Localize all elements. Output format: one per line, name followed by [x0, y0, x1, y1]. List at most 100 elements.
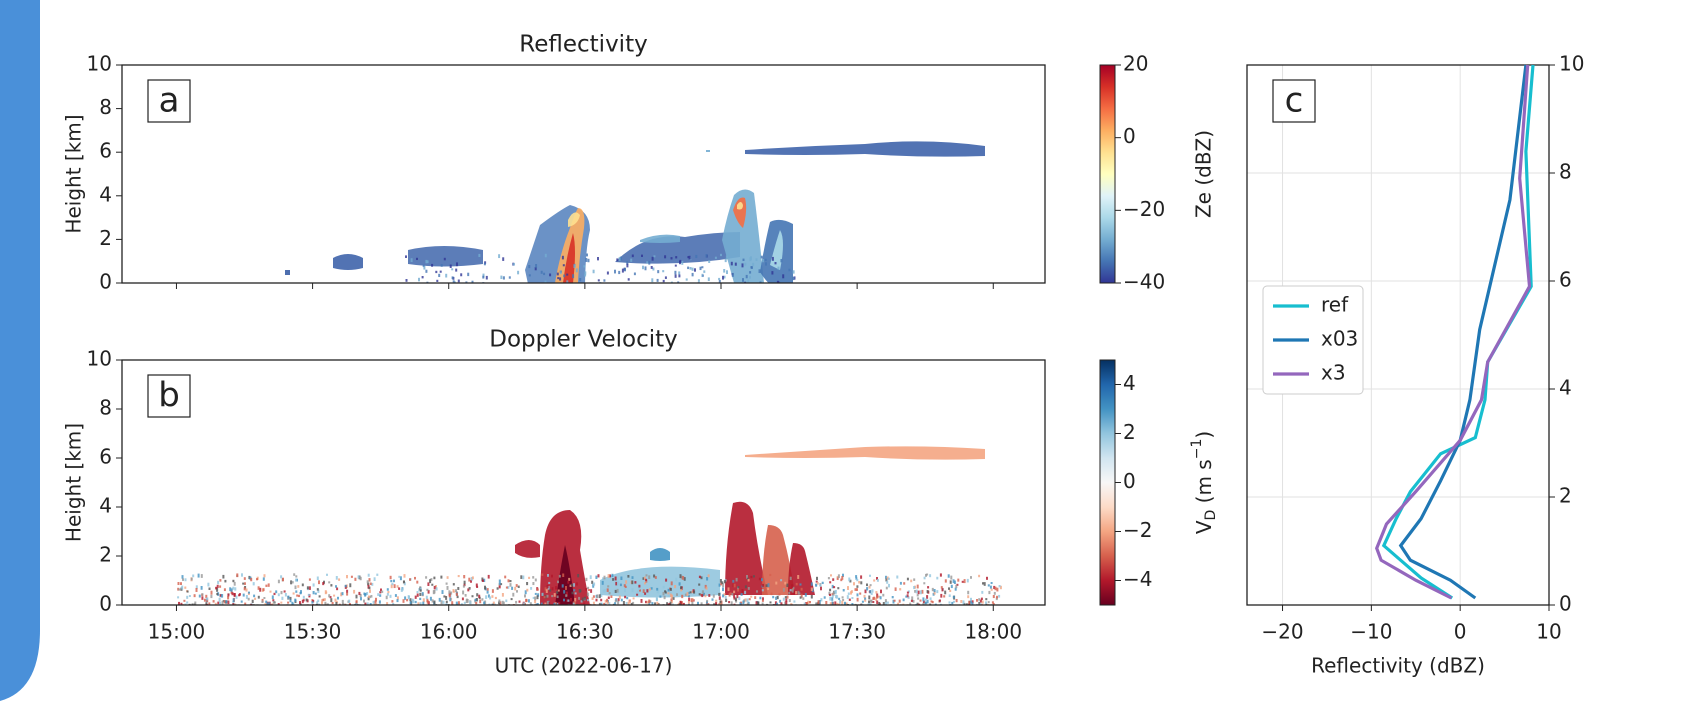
- echo-speckle: [518, 600, 521, 603]
- echo-speckle: [359, 593, 362, 598]
- echo-speckle: [990, 588, 993, 591]
- echo-speckle: [744, 590, 747, 595]
- echo-speckle: [651, 602, 654, 605]
- echo-speckle: [936, 576, 939, 580]
- echo: [555, 208, 585, 283]
- echo-speckle: [664, 255, 667, 259]
- echo-speckle: [929, 597, 932, 600]
- echo-speckle: [917, 597, 920, 600]
- echo-speckle: [884, 599, 887, 603]
- echo: [706, 150, 710, 152]
- echo-speckle: [449, 597, 452, 602]
- echo-speckle: [750, 266, 753, 269]
- echo-speckle: [243, 587, 246, 591]
- echo-speckle: [869, 584, 872, 587]
- echo-speckle: [795, 582, 798, 586]
- echo-speckle: [376, 573, 379, 576]
- echo-speckle: [657, 603, 659, 605]
- echo-speckle: [869, 590, 872, 594]
- echo-speckle: [725, 598, 728, 603]
- echo-speckle: [379, 591, 382, 594]
- echo-speckle: [574, 597, 577, 602]
- echo-speckle: [719, 601, 722, 604]
- echo-speckle: [604, 599, 607, 603]
- echo-speckle: [271, 595, 274, 600]
- echo-speckle: [494, 596, 497, 600]
- echo-speckle: [615, 581, 618, 586]
- echo-speckle: [998, 585, 1001, 588]
- echo-speckle: [465, 281, 468, 283]
- echo-speckle: [777, 266, 780, 270]
- echo-speckle: [227, 593, 230, 597]
- echo-speckle: [728, 593, 731, 597]
- echo-speckle: [336, 587, 339, 591]
- axes-frame: [121, 64, 1046, 284]
- echo-speckle: [232, 598, 235, 603]
- echo: [762, 525, 795, 595]
- echo-speckle: [662, 585, 665, 589]
- echo-speckle: [739, 603, 742, 605]
- echo-speckle: [323, 598, 326, 601]
- echo-speckle: [606, 271, 609, 275]
- echo-speckle: [729, 592, 732, 595]
- echo-speckle: [267, 583, 270, 587]
- echo-speckle: [662, 591, 665, 596]
- echo-speckle: [374, 600, 377, 604]
- echo-speckle: [679, 574, 682, 579]
- echo-speckle: [586, 253, 588, 257]
- echo-speckle: [394, 594, 397, 597]
- echo-speckle: [922, 597, 925, 602]
- echo-speckle: [776, 595, 779, 600]
- echo-speckle: [280, 591, 283, 595]
- echo-speckle: [403, 580, 405, 583]
- x-tick-label: 15:00: [148, 620, 206, 644]
- echo-speckle: [244, 582, 246, 585]
- echo-speckle: [650, 266, 653, 269]
- echo-speckle: [687, 256, 690, 259]
- echo-speckle: [470, 577, 473, 581]
- echo-speckle: [675, 577, 678, 582]
- panel-label: c: [1285, 81, 1304, 121]
- echo-speckle: [856, 585, 859, 588]
- echo-speckle: [627, 575, 630, 578]
- echo-speckle: [530, 587, 533, 590]
- echo-speckle: [346, 592, 349, 596]
- echo-speckle: [567, 580, 570, 584]
- echo-speckle: [985, 603, 988, 605]
- echo-speckle: [227, 596, 230, 600]
- y-tick-label: 4: [99, 494, 112, 518]
- echo-speckle: [370, 595, 373, 598]
- echo-speckle: [645, 580, 648, 583]
- echo-speckle: [593, 582, 596, 586]
- echo-speckle: [581, 597, 584, 602]
- echo-speckle: [820, 598, 823, 602]
- echo-speckle: [572, 274, 575, 279]
- echo-speckle: [217, 601, 220, 605]
- echo-speckle: [747, 279, 750, 283]
- echo-speckle: [858, 581, 861, 584]
- echo-speckle: [451, 276, 454, 280]
- echo-speckle: [639, 589, 641, 592]
- echo-speckle: [782, 274, 785, 279]
- echo-speckle: [210, 590, 213, 595]
- echo-speckle: [854, 588, 857, 591]
- echo-speckle: [443, 595, 446, 598]
- echo-speckle: [667, 603, 670, 605]
- echo-speckle: [574, 601, 577, 605]
- echo-speckle: [722, 583, 725, 588]
- echo-speckle: [870, 599, 873, 604]
- echo-speckle: [630, 602, 633, 605]
- echo-speckle: [744, 598, 747, 602]
- echo-speckle: [769, 601, 772, 604]
- echo-speckle: [864, 597, 867, 601]
- echo-speckle: [906, 577, 909, 581]
- echo-speckle: [924, 601, 927, 605]
- echo-speckle: [682, 576, 685, 580]
- echo-speckle: [528, 274, 531, 277]
- echo-speckle: [782, 597, 785, 601]
- echo-speckle: [837, 587, 840, 590]
- echo-speckle: [386, 593, 389, 596]
- echo-speckle: [402, 599, 405, 603]
- colorbar-tick-label: 2: [1123, 420, 1136, 444]
- echo-speckle: [938, 599, 941, 602]
